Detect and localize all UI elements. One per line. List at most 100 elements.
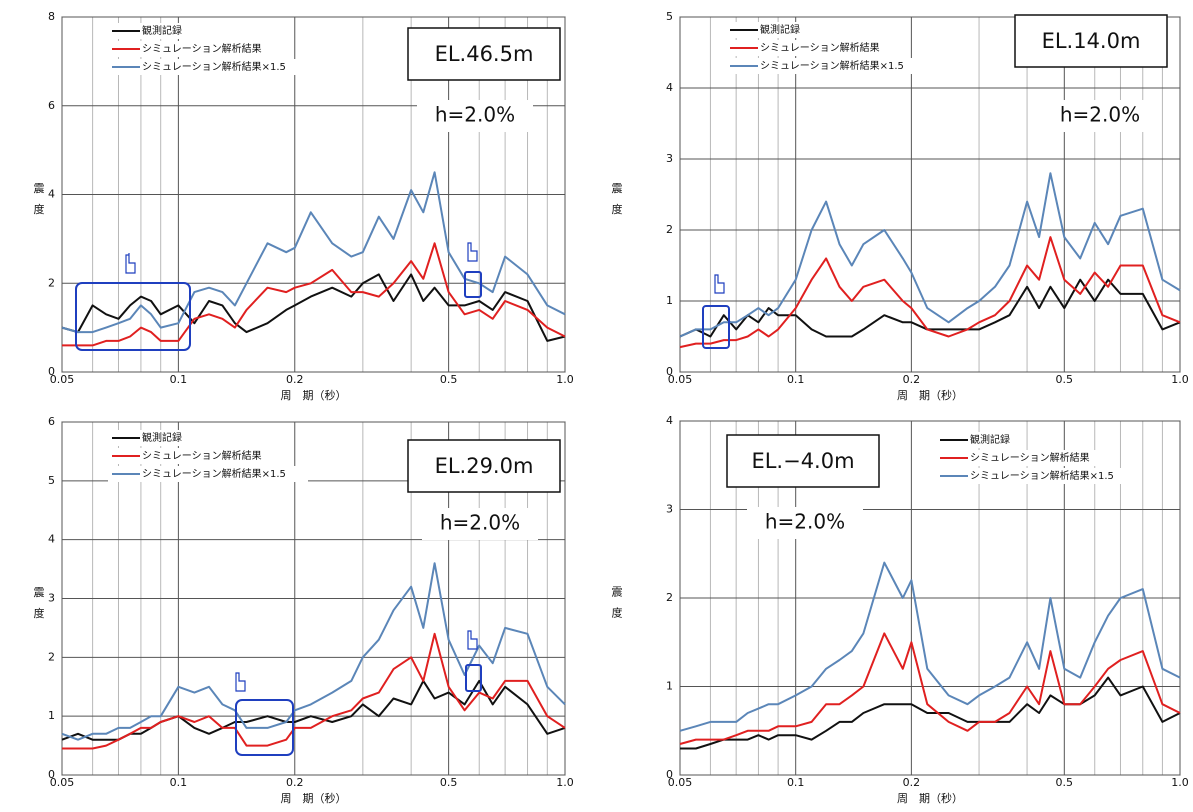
pointer-icon: [714, 274, 725, 294]
x-tick-label: 0.05: [50, 776, 75, 789]
x-tick-label: 0.1: [170, 373, 188, 386]
elevation-label: EL.29.0m: [435, 454, 534, 478]
highlight-box: [75, 282, 191, 351]
legend-background: [726, 58, 926, 74]
y-tick-label: 1: [666, 294, 673, 307]
annotation-background: [747, 507, 863, 539]
legend-background: [108, 41, 268, 57]
elevation-label: EL.−4.0m: [751, 449, 854, 473]
legend-label: シミュレーション解析結果: [760, 41, 880, 54]
series-line: [62, 242, 566, 347]
highlights: [75, 271, 730, 756]
pointer-icons: [125, 242, 725, 692]
y-tick-label: 3: [666, 152, 673, 165]
legend-background: [726, 22, 806, 38]
label-box: [407, 27, 561, 81]
highlight-box: [464, 271, 482, 298]
legend-background: [108, 59, 308, 75]
series-line: [679, 236, 1181, 349]
label-box: [407, 439, 561, 493]
legend-background: [936, 432, 1016, 448]
damping-annotation: h=2.0%: [765, 510, 845, 534]
x-axis-label: 周 期（秒）: [281, 791, 347, 805]
label-box: [726, 434, 880, 488]
pointer-icon: [467, 630, 478, 650]
annotation-background: [1042, 100, 1158, 132]
legend-label: 観測記録: [970, 433, 1010, 446]
legend-background: [936, 450, 1096, 466]
legend-background: [108, 466, 308, 482]
legend-label: シミュレーション解析結果×1.5: [970, 469, 1114, 482]
y-tick-label: 1: [666, 680, 673, 693]
legend-background: [726, 40, 886, 56]
legend-label: シミュレーション解析結果: [970, 451, 1090, 464]
legend-background: [108, 430, 188, 446]
y-axis-label: 震度: [610, 182, 623, 224]
y-tick-label: 1: [48, 709, 55, 722]
series-line: [679, 561, 1181, 732]
y-tick-label: 3: [48, 592, 55, 605]
x-axis-label: 周 期（秒）: [897, 388, 963, 402]
legend-label: シミュレーション解析結果×1.5: [760, 59, 904, 72]
x-tick-label: 0.05: [668, 373, 693, 386]
damping-annotation: h=2.0%: [435, 103, 515, 127]
y-tick-label: 2: [48, 276, 55, 289]
chart-panel: 0.05 0.1 0.2 0.5 1.0 0 1 2 3 4 5 6 周 期（秒） 震度 観測記録シミュレー…: [32, 415, 574, 805]
y-tick-label: 5: [48, 474, 55, 487]
legend-label: シミュレーション解析結果: [142, 449, 262, 462]
y-tick-label: 4: [48, 533, 55, 546]
y-tick-label: 5: [666, 10, 673, 23]
x-tick-label: 0.1: [787, 373, 805, 386]
x-axis-label: 周 期（秒）: [281, 388, 347, 402]
y-tick-label: 0: [48, 768, 55, 781]
highlight-box: [702, 305, 730, 349]
x-axis-label: 周 期（秒）: [897, 791, 963, 805]
legend-background: [936, 468, 1136, 484]
y-tick-label: 3: [666, 503, 673, 516]
y-tick-label: 8: [48, 10, 55, 23]
y-tick-label: 4: [666, 81, 673, 94]
y-tick-label: 6: [48, 99, 55, 112]
series-line: [61, 273, 566, 342]
x-tick-label: 0.2: [903, 776, 921, 789]
x-tick-label: 0.5: [1056, 776, 1074, 789]
legend-label: シミュレーション解析結果: [142, 42, 262, 55]
legend-label: 観測記録: [142, 24, 182, 37]
series-line: [679, 632, 1181, 745]
x-tick-label: 0.2: [903, 373, 921, 386]
series-line: [61, 171, 566, 334]
chart-panel: 0.05 0.1 0.2 0.5 1.0 0 1 2 3 4 5 周 期（秒） 震度 観測記録シミュレーシ…: [610, 10, 1189, 402]
legend-label: 観測記録: [142, 431, 182, 444]
annotation-background: [422, 508, 538, 540]
legend-label: シミュレーション解析結果×1.5: [142, 467, 286, 480]
x-tick-label: 1.0: [1171, 776, 1189, 789]
pointer-icon: [467, 242, 478, 262]
elevation-label: EL.14.0m: [1042, 29, 1141, 53]
legend-label: 観測記録: [760, 23, 800, 36]
highlight-box: [235, 699, 294, 756]
series-line: [679, 172, 1181, 338]
x-tick-label: 0.1: [787, 776, 805, 789]
label-box: [1014, 14, 1168, 68]
y-tick-label: 2: [666, 591, 673, 604]
x-tick-label: 1.0: [556, 373, 574, 386]
annotation-background: [417, 100, 533, 132]
legend-background: [108, 23, 188, 39]
plot-area: [679, 16, 1181, 373]
y-tick-label: 0: [666, 768, 673, 781]
y-axis-label: 震度: [32, 182, 45, 224]
damping-annotation: h=2.0%: [440, 511, 520, 535]
y-tick-label: 2: [48, 650, 55, 663]
series-line: [62, 632, 566, 750]
highlight-box: [465, 664, 482, 692]
x-tick-label: 0.5: [440, 776, 458, 789]
y-axis-label: 震度: [32, 586, 45, 628]
legend-background: [108, 448, 268, 464]
x-tick-label: 0.1: [170, 776, 188, 789]
pointer-icon: [125, 253, 136, 274]
chart-panel: 0.05 0.1 0.2 0.5 1.0 0 1 2 3 4 周 期（秒） 震度 観測記録シミュレーショ…: [610, 414, 1189, 805]
y-axis-label: 震度: [610, 586, 623, 628]
x-tick-label: 0.05: [50, 373, 75, 386]
y-tick-label: 2: [666, 223, 673, 236]
